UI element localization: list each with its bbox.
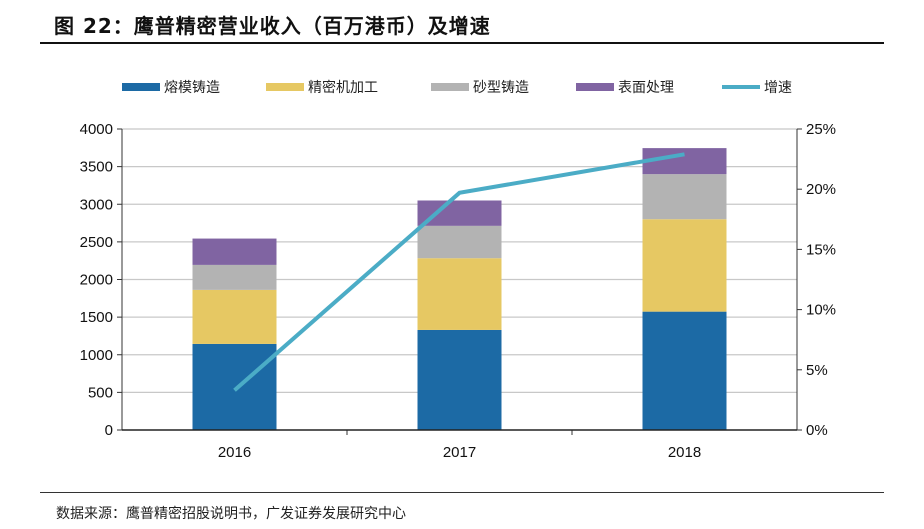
x-tick-label: 2016 (218, 444, 251, 461)
bar-2016-series-3 (192, 238, 277, 265)
legend-item-1: 精密机加工 (266, 77, 378, 97)
y-tick-label: 2000 (80, 272, 113, 289)
y-tick-label: 4000 (80, 121, 113, 138)
y2-tick-label: 0% (806, 422, 828, 439)
y-tick-label: 500 (88, 384, 113, 401)
y-tick-label: 2500 (80, 234, 113, 251)
legend-item-0: 熔模铸造 (122, 77, 220, 97)
y2-tick-label: 20% (806, 181, 836, 198)
y-tick-label: 1000 (80, 347, 113, 364)
legend-item-2: 砂型铸造 (431, 77, 529, 97)
y-tick-label: 0 (105, 422, 113, 439)
y2-tick-label: 10% (806, 302, 836, 319)
legend-item-3: 表面处理 (576, 77, 674, 97)
legend-label: 精密机加工 (308, 80, 378, 96)
footer-rule (40, 492, 884, 493)
title-rule (40, 42, 884, 44)
y-tick-label: 3000 (80, 196, 113, 213)
bar-2017-series-3 (417, 200, 502, 226)
legend-label: 砂型铸造 (473, 80, 529, 96)
bar-2018-series-3 (642, 148, 727, 175)
y-tick-label: 1500 (80, 309, 113, 326)
source-note: 数据来源：鹰普精密招股说明书，广发证券发展研究中心 (56, 506, 406, 522)
legend-swatch (266, 83, 304, 91)
y2-tick-label: 15% (806, 241, 836, 258)
legend-label: 熔模铸造 (164, 80, 220, 96)
x-tick-label: 2018 (668, 444, 701, 461)
legend-swatch (722, 85, 760, 89)
legend-swatch (431, 83, 469, 91)
bar-2017-series-1 (417, 258, 502, 330)
bar-2018-series-1 (642, 219, 727, 312)
y2-tick-label: 25% (806, 121, 836, 138)
bar-2017-series-2 (417, 225, 502, 259)
x-tick-label: 2017 (443, 444, 476, 461)
bar-2018-series-2 (642, 174, 727, 220)
legend-swatch (122, 83, 160, 91)
bar-2016-series-0 (192, 343, 277, 430)
chart-title: 图 22：鹰普精密营业收入（百万港币）及增速 (54, 14, 491, 38)
y2-tick-label: 5% (806, 362, 828, 379)
legend-swatch (576, 83, 614, 91)
y-tick-label: 3500 (80, 159, 113, 176)
bar-2018-series-0 (642, 311, 727, 430)
legend-label: 表面处理 (618, 80, 674, 96)
bar-2017-series-0 (417, 329, 502, 430)
legend: 熔模铸造 精密机加工 砂型铸造 表面处理 增速 (0, 77, 924, 97)
bar-2016-series-2 (192, 264, 277, 290)
legend-item-4: 增速 (722, 77, 792, 97)
bar-2016-series-1 (192, 289, 277, 344)
legend-label: 增速 (764, 80, 792, 96)
